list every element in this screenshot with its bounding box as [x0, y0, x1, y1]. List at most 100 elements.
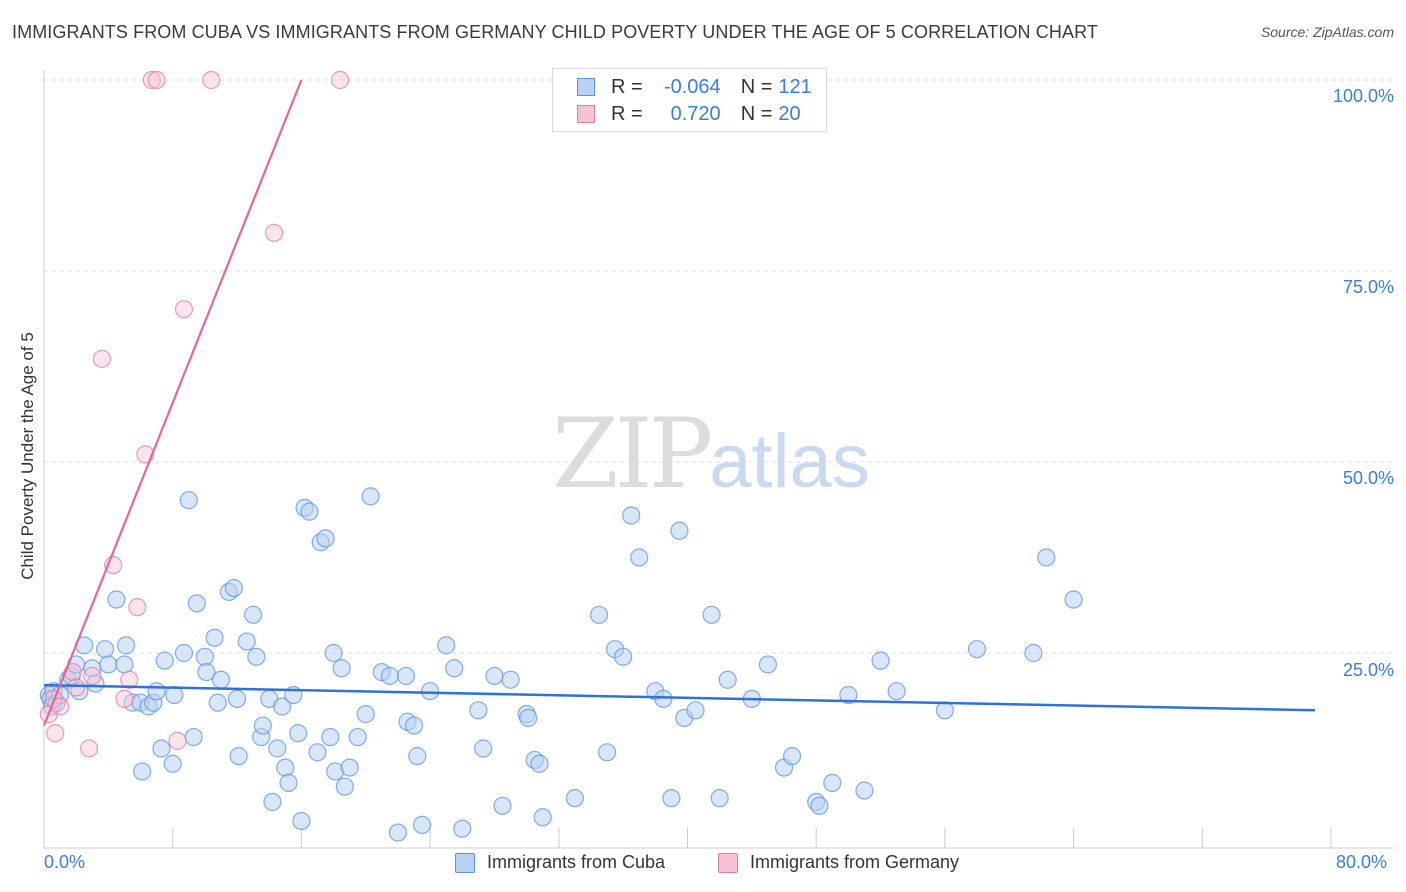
cuba-point	[710, 789, 729, 808]
germany-point	[147, 70, 166, 90]
cuba-point	[839, 685, 858, 705]
germany-point	[174, 300, 194, 319]
cuba-point	[356, 705, 375, 724]
cuba-point	[195, 647, 214, 666]
legend-swatch-cuba	[577, 78, 595, 96]
cuba-point	[237, 632, 256, 651]
cuba-point	[408, 747, 427, 766]
series-cuba	[39, 487, 1083, 842]
cuba-point	[147, 682, 166, 701]
cuba-point	[622, 506, 641, 525]
cuba-point	[630, 548, 649, 567]
trend-lines	[42, 79, 1315, 726]
cuba-point	[935, 701, 955, 720]
cuba-point	[485, 666, 504, 686]
x-tick-label-min: 0.0%	[44, 852, 86, 872]
cuba-point	[453, 819, 472, 838]
y-tick-label-50: 50.0%	[1342, 468, 1394, 488]
cuba-point	[501, 670, 520, 689]
cuba-point	[133, 762, 152, 781]
cuba-point	[887, 682, 906, 701]
cuba-point	[614, 647, 633, 666]
cuba-point	[396, 666, 416, 686]
cuba-point	[116, 636, 136, 655]
cuba-point	[437, 636, 456, 655]
cuba-point	[445, 659, 464, 678]
germany-point	[92, 349, 112, 368]
cuba-point	[155, 651, 174, 670]
chart-title: IMMIGRANTS FROM CUBA VS IMMIGRANTS FROM …	[12, 22, 1098, 42]
cuba-point	[474, 739, 493, 758]
cuba-point	[967, 640, 987, 659]
legend-swatch-cuba	[455, 852, 475, 873]
cuba-point	[361, 487, 380, 506]
cuba-point	[662, 789, 681, 808]
cuba-point	[247, 647, 266, 666]
cuba-point	[530, 754, 549, 773]
cuba-point	[589, 605, 609, 624]
cuba-point	[348, 727, 367, 747]
cuba-point	[469, 701, 488, 720]
legend-n-label: N =	[740, 75, 773, 98]
legend-r-value-cuba: -0.064	[663, 75, 721, 98]
cuba-point	[165, 685, 184, 705]
legend-r-label: R =	[611, 75, 643, 98]
cuba-point	[758, 655, 778, 674]
cuba-point	[272, 697, 292, 716]
cuba-point	[1037, 548, 1056, 567]
legend-r-label: R =	[611, 102, 643, 125]
y-tick-label-25: 25.0%	[1342, 660, 1394, 680]
cuba-point	[335, 777, 354, 796]
legend-label-cuba: Immigrants from Cuba	[487, 852, 666, 872]
cuba-point	[224, 578, 243, 598]
y-tick-label-75: 75.0%	[1342, 277, 1394, 297]
cuba-point	[308, 743, 327, 762]
cuba-point	[211, 670, 231, 689]
cuba-point	[152, 739, 171, 758]
legend-item-cuba: Immigrants from Cuba	[455, 852, 665, 873]
cuba-point	[1024, 643, 1043, 663]
cuba-point	[388, 823, 408, 842]
source-credit: Source: ZipAtlas.com	[1260, 24, 1394, 40]
cuba-point	[244, 605, 263, 624]
x-tick-label-max: 80.0%	[1336, 852, 1388, 872]
cuba-point	[654, 689, 673, 708]
cuba-point	[187, 594, 206, 613]
cuba-point	[855, 781, 874, 800]
germany-point	[264, 223, 284, 242]
cuba-point	[412, 815, 432, 835]
cuba-point	[179, 491, 198, 510]
cuba-point	[380, 666, 399, 686]
correlation-legend: R = -0.064 N = 121 R = 0.720 N = 20	[552, 68, 827, 132]
trend-line-germany	[42, 79, 303, 726]
germany-point	[142, 70, 161, 90]
cuba-point	[268, 739, 287, 758]
germany-point	[46, 724, 65, 743]
germany-point	[83, 666, 102, 686]
legend-n-value-germany: 20	[778, 102, 801, 125]
germany-point	[120, 670, 139, 689]
cuba-point	[871, 651, 890, 670]
legend-swatch-germany	[577, 105, 595, 123]
cuba-point	[718, 670, 737, 689]
legend-r-value-germany: 0.720	[670, 102, 721, 125]
legend-swatch-germany	[718, 852, 738, 873]
series-legend: Immigrants from Cuba Immigrants from Ger…	[0, 852, 1406, 878]
cuba-point	[227, 689, 247, 708]
cuba-point	[107, 590, 126, 609]
cuba-point	[96, 640, 115, 659]
germany-point	[67, 678, 86, 697]
cuba-point	[670, 521, 689, 540]
cuba-point	[702, 605, 721, 624]
cuba-point	[205, 628, 224, 647]
cuba-point	[686, 701, 705, 720]
gridlines	[44, 79, 1393, 654]
cuba-point	[289, 724, 308, 743]
cuba-point	[782, 747, 802, 766]
watermark: ZIPatlas	[552, 398, 870, 510]
cuba-point	[174, 643, 194, 663]
cuba-point	[276, 758, 295, 777]
germany-point	[115, 689, 134, 708]
watermark-zip: ZIP	[552, 398, 713, 510]
